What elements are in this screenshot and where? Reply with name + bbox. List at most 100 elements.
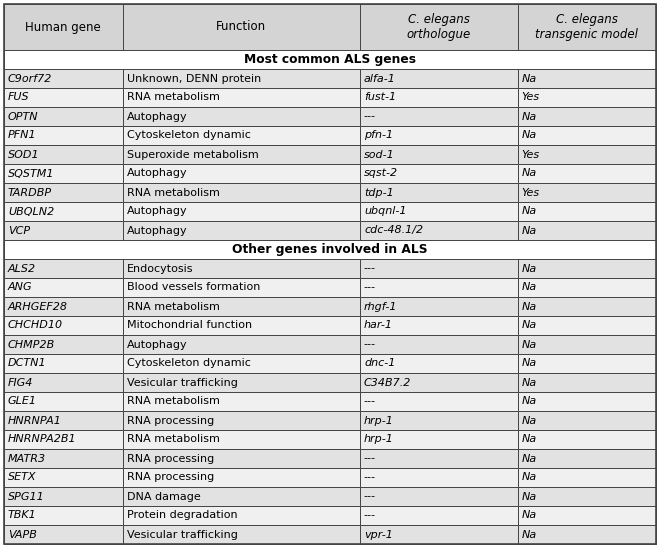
Bar <box>4 525 123 544</box>
Bar <box>360 392 518 411</box>
Bar <box>518 525 656 544</box>
Text: alfa-1: alfa-1 <box>364 74 396 83</box>
Text: Na: Na <box>522 378 537 387</box>
Text: Cytoskeleton dynamic: Cytoskeleton dynamic <box>127 359 251 368</box>
Text: FUS: FUS <box>8 93 30 102</box>
Text: Protein degradation: Protein degradation <box>127 511 238 520</box>
Bar <box>4 468 123 487</box>
Bar <box>518 126 656 145</box>
Text: Unknown, DENN protein: Unknown, DENN protein <box>127 74 261 83</box>
Text: VAPB: VAPB <box>8 530 37 540</box>
Bar <box>123 506 360 525</box>
Text: ---: --- <box>364 397 376 407</box>
Bar <box>4 373 123 392</box>
Text: Na: Na <box>522 130 537 141</box>
Bar <box>518 506 656 525</box>
Bar <box>518 297 656 316</box>
Bar <box>360 183 518 202</box>
Text: ---: --- <box>364 340 376 349</box>
Text: ARHGEF28: ARHGEF28 <box>8 301 68 312</box>
Text: UBQLN2: UBQLN2 <box>8 207 54 216</box>
Bar <box>360 411 518 430</box>
Text: RNA metabolism: RNA metabolism <box>127 397 220 407</box>
Text: Na: Na <box>522 226 537 235</box>
Bar <box>123 202 360 221</box>
Bar <box>360 316 518 335</box>
Bar <box>518 4 656 50</box>
Bar <box>123 145 360 164</box>
Bar <box>123 525 360 544</box>
Text: hrp-1: hrp-1 <box>364 415 394 426</box>
Text: vpr-1: vpr-1 <box>364 530 393 540</box>
Text: Na: Na <box>522 434 537 445</box>
Bar <box>4 354 123 373</box>
Bar <box>518 88 656 107</box>
Text: sod-1: sod-1 <box>364 149 395 160</box>
Bar <box>518 164 656 183</box>
Text: RNA metabolism: RNA metabolism <box>127 93 220 102</box>
Bar <box>518 221 656 240</box>
Text: ---: --- <box>364 263 376 274</box>
Text: Na: Na <box>522 415 537 426</box>
Bar <box>4 278 123 297</box>
Bar <box>123 430 360 449</box>
Bar <box>518 145 656 164</box>
Text: ANG: ANG <box>8 282 32 293</box>
Text: pfn-1: pfn-1 <box>364 130 393 141</box>
Bar <box>518 449 656 468</box>
Bar <box>360 449 518 468</box>
Bar <box>123 373 360 392</box>
Bar <box>4 240 656 259</box>
Text: Superoxide metabolism: Superoxide metabolism <box>127 149 259 160</box>
Bar <box>518 392 656 411</box>
Bar <box>4 449 123 468</box>
Bar <box>518 468 656 487</box>
Bar <box>4 88 123 107</box>
Bar <box>360 69 518 88</box>
Text: fust-1: fust-1 <box>364 93 396 102</box>
Bar <box>4 50 656 69</box>
Bar <box>123 316 360 335</box>
Text: Vesicular trafficking: Vesicular trafficking <box>127 530 238 540</box>
Bar <box>123 183 360 202</box>
Text: Blood vessels formation: Blood vessels formation <box>127 282 260 293</box>
Text: HNRNPA1: HNRNPA1 <box>8 415 62 426</box>
Text: CHCHD10: CHCHD10 <box>8 320 63 330</box>
Bar <box>123 107 360 126</box>
Text: Autophagy: Autophagy <box>127 112 187 122</box>
Text: ALS2: ALS2 <box>8 263 36 274</box>
Text: TBK1: TBK1 <box>8 511 37 520</box>
Text: FIG4: FIG4 <box>8 378 34 387</box>
Text: Autophagy: Autophagy <box>127 168 187 179</box>
Text: TARDBP: TARDBP <box>8 187 52 197</box>
Text: Autophagy: Autophagy <box>127 340 187 349</box>
Bar <box>518 316 656 335</box>
Bar <box>4 202 123 221</box>
Bar <box>518 335 656 354</box>
Text: OPTN: OPTN <box>8 112 39 122</box>
Text: Na: Na <box>522 168 537 179</box>
Text: ---: --- <box>364 453 376 463</box>
Text: Na: Na <box>522 301 537 312</box>
Text: Na: Na <box>522 359 537 368</box>
Bar <box>518 107 656 126</box>
Text: Human gene: Human gene <box>26 21 101 33</box>
Text: C. elegans
transgenic model: C. elegans transgenic model <box>535 13 638 41</box>
Bar <box>123 411 360 430</box>
Bar <box>4 145 123 164</box>
Bar <box>4 411 123 430</box>
Text: Yes: Yes <box>522 149 540 160</box>
Text: cdc-48.1/2: cdc-48.1/2 <box>364 226 423 235</box>
Text: Na: Na <box>522 74 537 83</box>
Bar <box>360 164 518 183</box>
Text: ---: --- <box>364 112 376 122</box>
Bar <box>360 430 518 449</box>
Text: Na: Na <box>522 320 537 330</box>
Text: dnc-1: dnc-1 <box>364 359 395 368</box>
Bar <box>123 221 360 240</box>
Text: SPG11: SPG11 <box>8 492 45 501</box>
Bar <box>123 88 360 107</box>
Text: RNA processing: RNA processing <box>127 415 214 426</box>
Text: rhgf-1: rhgf-1 <box>364 301 397 312</box>
Bar <box>360 107 518 126</box>
